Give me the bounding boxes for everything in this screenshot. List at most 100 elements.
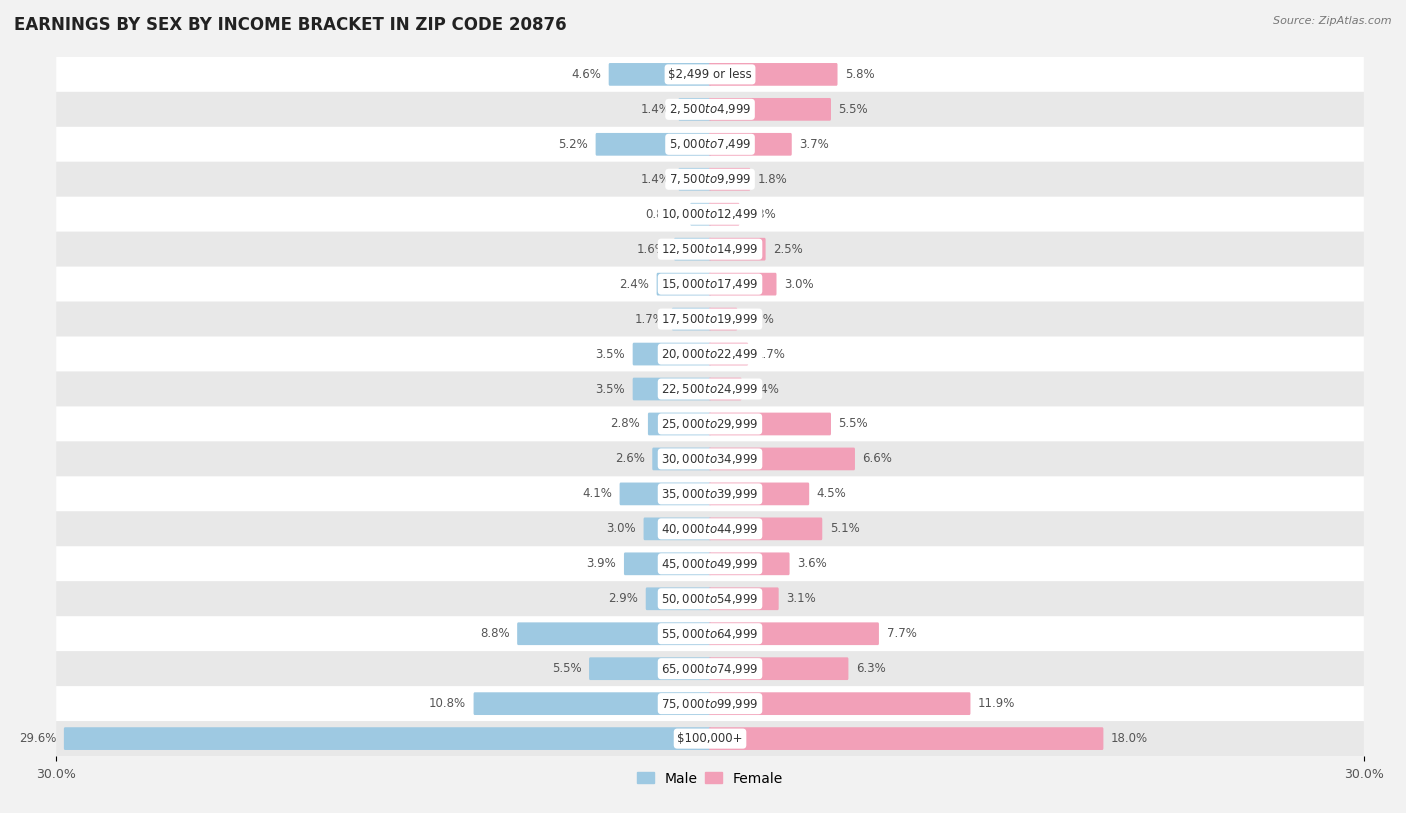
FancyBboxPatch shape — [609, 63, 711, 85]
FancyBboxPatch shape — [56, 267, 1364, 302]
FancyBboxPatch shape — [633, 378, 711, 400]
FancyBboxPatch shape — [56, 651, 1364, 686]
FancyBboxPatch shape — [657, 273, 711, 295]
FancyBboxPatch shape — [652, 448, 711, 470]
Text: 3.9%: 3.9% — [586, 558, 616, 570]
Text: EARNINGS BY SEX BY INCOME BRACKET IN ZIP CODE 20876: EARNINGS BY SEX BY INCOME BRACKET IN ZIP… — [14, 16, 567, 34]
FancyBboxPatch shape — [56, 127, 1364, 162]
FancyBboxPatch shape — [709, 483, 810, 505]
Text: $17,500 to $19,999: $17,500 to $19,999 — [661, 312, 759, 326]
Text: $35,000 to $39,999: $35,000 to $39,999 — [661, 487, 759, 501]
Text: 3.7%: 3.7% — [800, 138, 830, 150]
Text: 1.4%: 1.4% — [641, 103, 671, 115]
FancyBboxPatch shape — [679, 98, 711, 120]
Text: 5.1%: 5.1% — [830, 523, 859, 535]
Text: 5.5%: 5.5% — [838, 418, 869, 430]
Text: 1.7%: 1.7% — [756, 348, 786, 360]
Text: $75,000 to $99,999: $75,000 to $99,999 — [661, 697, 759, 711]
FancyBboxPatch shape — [56, 57, 1364, 92]
FancyBboxPatch shape — [709, 518, 823, 540]
Text: 8.8%: 8.8% — [479, 628, 509, 640]
FancyBboxPatch shape — [517, 623, 711, 645]
Text: 3.5%: 3.5% — [595, 383, 626, 395]
Text: Source: ZipAtlas.com: Source: ZipAtlas.com — [1274, 16, 1392, 26]
FancyBboxPatch shape — [589, 658, 711, 680]
FancyBboxPatch shape — [644, 518, 711, 540]
FancyBboxPatch shape — [709, 623, 879, 645]
Text: 0.86%: 0.86% — [645, 208, 682, 220]
FancyBboxPatch shape — [709, 658, 848, 680]
Text: 6.6%: 6.6% — [862, 453, 893, 465]
FancyBboxPatch shape — [56, 197, 1364, 232]
FancyBboxPatch shape — [596, 133, 711, 155]
FancyBboxPatch shape — [645, 588, 711, 610]
FancyBboxPatch shape — [474, 693, 711, 715]
FancyBboxPatch shape — [679, 168, 711, 190]
FancyBboxPatch shape — [56, 302, 1364, 337]
FancyBboxPatch shape — [620, 483, 711, 505]
Text: $40,000 to $44,999: $40,000 to $44,999 — [661, 522, 759, 536]
Text: $10,000 to $12,499: $10,000 to $12,499 — [661, 207, 759, 221]
FancyBboxPatch shape — [56, 162, 1364, 197]
FancyBboxPatch shape — [56, 476, 1364, 511]
Text: $25,000 to $29,999: $25,000 to $29,999 — [661, 417, 759, 431]
FancyBboxPatch shape — [56, 686, 1364, 721]
Text: $2,500 to $4,999: $2,500 to $4,999 — [669, 102, 751, 116]
FancyBboxPatch shape — [56, 441, 1364, 476]
Text: 4.6%: 4.6% — [571, 68, 602, 80]
Text: 1.7%: 1.7% — [634, 313, 664, 325]
FancyBboxPatch shape — [56, 92, 1364, 127]
FancyBboxPatch shape — [709, 693, 970, 715]
Text: $15,000 to $17,499: $15,000 to $17,499 — [661, 277, 759, 291]
FancyBboxPatch shape — [63, 728, 711, 750]
Text: $22,500 to $24,999: $22,500 to $24,999 — [661, 382, 759, 396]
FancyBboxPatch shape — [56, 372, 1364, 406]
FancyBboxPatch shape — [709, 728, 1104, 750]
FancyBboxPatch shape — [709, 308, 737, 330]
Text: 2.5%: 2.5% — [773, 243, 803, 255]
FancyBboxPatch shape — [709, 378, 741, 400]
Text: $45,000 to $49,999: $45,000 to $49,999 — [661, 557, 759, 571]
Text: 1.4%: 1.4% — [641, 173, 671, 185]
Text: $20,000 to $22,499: $20,000 to $22,499 — [661, 347, 759, 361]
FancyBboxPatch shape — [709, 238, 766, 260]
FancyBboxPatch shape — [672, 308, 711, 330]
Text: 5.8%: 5.8% — [845, 68, 875, 80]
Text: 4.5%: 4.5% — [817, 488, 846, 500]
FancyBboxPatch shape — [56, 406, 1364, 441]
Text: 2.8%: 2.8% — [610, 418, 640, 430]
Text: 2.4%: 2.4% — [619, 278, 650, 290]
Text: 29.6%: 29.6% — [18, 733, 56, 745]
FancyBboxPatch shape — [709, 98, 831, 120]
FancyBboxPatch shape — [709, 63, 838, 85]
Text: 11.9%: 11.9% — [979, 698, 1015, 710]
FancyBboxPatch shape — [648, 413, 711, 435]
FancyBboxPatch shape — [56, 337, 1364, 372]
FancyBboxPatch shape — [56, 616, 1364, 651]
FancyBboxPatch shape — [673, 238, 711, 260]
FancyBboxPatch shape — [709, 553, 790, 575]
Text: $55,000 to $64,999: $55,000 to $64,999 — [661, 627, 759, 641]
FancyBboxPatch shape — [56, 232, 1364, 267]
FancyBboxPatch shape — [56, 581, 1364, 616]
Text: 5.2%: 5.2% — [558, 138, 588, 150]
FancyBboxPatch shape — [624, 553, 711, 575]
FancyBboxPatch shape — [709, 343, 748, 365]
Text: 2.6%: 2.6% — [614, 453, 644, 465]
FancyBboxPatch shape — [56, 721, 1364, 756]
Text: 4.1%: 4.1% — [582, 488, 612, 500]
Text: $50,000 to $54,999: $50,000 to $54,999 — [661, 592, 759, 606]
Text: 7.7%: 7.7% — [887, 628, 917, 640]
Text: 1.8%: 1.8% — [758, 173, 787, 185]
Text: $30,000 to $34,999: $30,000 to $34,999 — [661, 452, 759, 466]
Text: 3.6%: 3.6% — [797, 558, 827, 570]
Text: 10.8%: 10.8% — [429, 698, 465, 710]
FancyBboxPatch shape — [709, 413, 831, 435]
Text: 2.9%: 2.9% — [609, 593, 638, 605]
FancyBboxPatch shape — [709, 448, 855, 470]
Text: $5,000 to $7,499: $5,000 to $7,499 — [669, 137, 751, 151]
Text: 1.3%: 1.3% — [747, 208, 778, 220]
FancyBboxPatch shape — [633, 343, 711, 365]
FancyBboxPatch shape — [709, 133, 792, 155]
FancyBboxPatch shape — [709, 588, 779, 610]
